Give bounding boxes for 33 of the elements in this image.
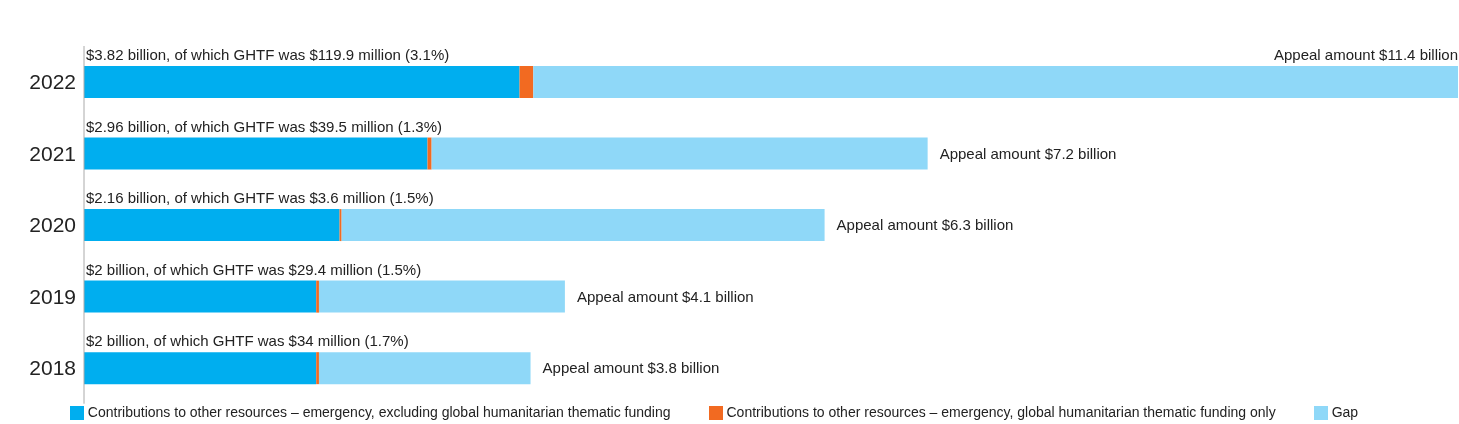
bar xyxy=(316,352,319,385)
legend-label: Gap xyxy=(1331,403,1359,420)
bar xyxy=(339,209,342,242)
y-tick-label: 2018 xyxy=(29,356,76,380)
total-label: Appeal amount $4.1 billion xyxy=(576,287,754,305)
bar xyxy=(84,352,317,385)
bar xyxy=(84,137,428,170)
annotation: $3.82 billion, of which GHTF was $119.9 million (3.1%) xyxy=(86,46,450,63)
bar xyxy=(84,280,317,313)
bar xyxy=(84,209,340,242)
legend-label: Contributions to other resources – emergency, excluding global humanitarian thematic funding xyxy=(87,403,671,420)
annotation: $2.16 billion, of which GHTF was $3.6 million (1.5%) xyxy=(86,189,434,207)
annotation: $2 billion, of which GHTF was $29.4 million (1.5%) xyxy=(86,260,422,278)
bar xyxy=(84,66,520,98)
total-label: Appeal amount $11.4 billion xyxy=(1273,46,1458,63)
annotation: $2.96 billion, of which GHTF was $39.5 million (1.3%) xyxy=(86,117,442,135)
total-label: Appeal amount $3.8 billion xyxy=(542,359,720,377)
y-tick-label: 2019 xyxy=(29,284,76,308)
bar xyxy=(519,66,534,98)
bar xyxy=(533,66,1458,98)
bar xyxy=(318,352,531,385)
bar xyxy=(316,280,319,313)
total-label: Appeal amount $6.3 billion xyxy=(836,216,1014,234)
legend-label: Contributions to other resources – emergency, global humanitarian thematic funding only xyxy=(726,403,1276,420)
bar xyxy=(341,209,825,242)
total-label: Appeal amount $7.2 billion xyxy=(939,144,1117,162)
bar xyxy=(431,137,928,170)
bar xyxy=(318,280,565,313)
y-tick-label: 2021 xyxy=(29,141,76,165)
bar xyxy=(427,137,432,170)
y-tick-label: 2022 xyxy=(29,70,76,94)
annotation: $2 billion, of which GHTF was $34 million (1.7%) xyxy=(86,332,409,350)
y-tick-label: 2020 xyxy=(29,213,76,237)
